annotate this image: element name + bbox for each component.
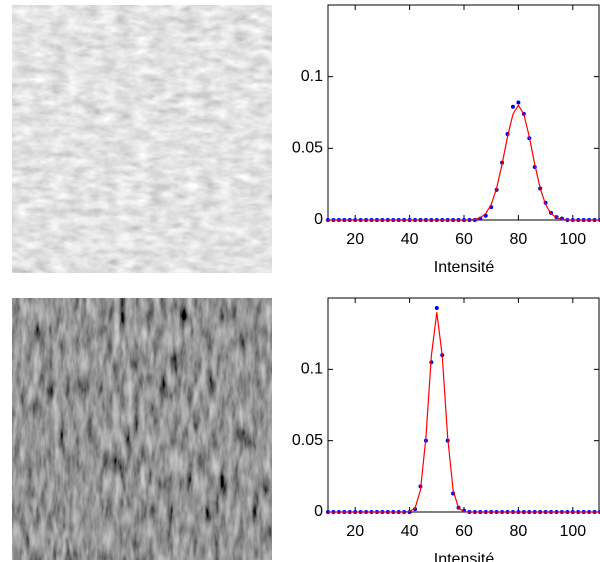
fit-line [328, 312, 600, 513]
fit-line [328, 104, 600, 221]
x-tick-label: 80 [510, 523, 528, 540]
x-tick-label: 40 [401, 231, 419, 248]
x-tick-label: 100 [559, 523, 586, 540]
x-tick-label: 40 [401, 523, 419, 540]
texture-image [12, 298, 272, 560]
y-tick-label: 0.1 [301, 68, 323, 85]
x-tick-label: 20 [346, 523, 364, 540]
x-tick-label: 20 [346, 231, 364, 248]
y-tick-label: 0.05 [292, 432, 323, 449]
y-tick-label: 0.1 [301, 361, 323, 378]
y-tick-label: 0 [314, 211, 323, 228]
data-point [510, 104, 515, 109]
x-tick-label: 80 [510, 231, 528, 248]
x-tick-label: 60 [455, 523, 473, 540]
plot-area [327, 297, 600, 513]
x-tick-label: 60 [455, 231, 473, 248]
y-tick-label: 0.05 [292, 140, 323, 157]
x-axis-label: Intensité [434, 551, 495, 562]
x-tick-label: 100 [559, 231, 586, 248]
texture-image [12, 5, 272, 273]
plot-area [327, 4, 600, 221]
data-point [516, 100, 521, 105]
x-axis-label: Intensité [434, 259, 495, 276]
data-point [434, 305, 439, 310]
y-tick-label: 0 [314, 503, 323, 520]
